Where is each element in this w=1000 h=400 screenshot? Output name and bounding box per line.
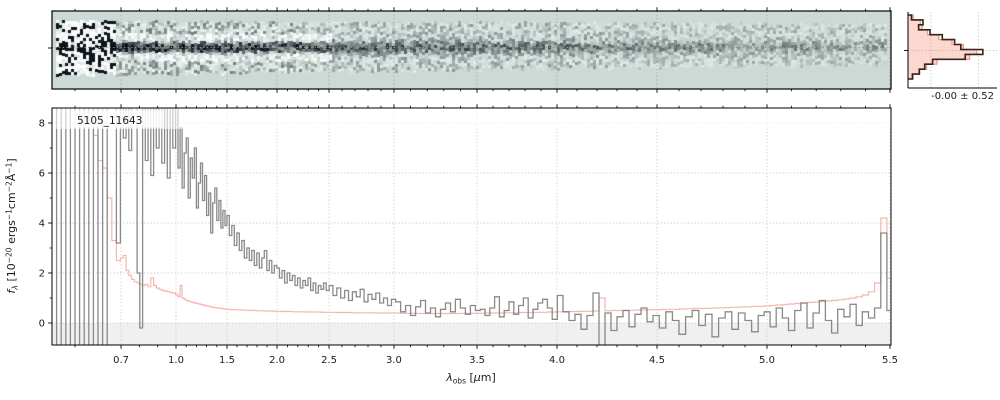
- source-id-label: 5105_11643: [77, 115, 142, 127]
- x-tick-label: 1.5: [219, 355, 235, 366]
- observed-profile-histogram: [908, 14, 984, 80]
- source-id-label-box: [70, 110, 164, 128]
- panel-profile-histogram: [904, 12, 998, 89]
- y-tick-label: 6: [39, 169, 45, 180]
- below-zero-shade: [52, 323, 891, 345]
- x-tick-label: 2.5: [321, 355, 337, 366]
- error-spectrum-line: [92, 108, 890, 315]
- y-tick-label: 4: [39, 219, 45, 230]
- main-axes-box: [51, 107, 892, 346]
- x-tick-label: 2.0: [269, 355, 285, 366]
- flux-spectrum-line: [55, 108, 890, 345]
- panel-2d-overlay: [48, 7, 892, 93]
- axes-box-2d: [51, 10, 892, 90]
- x-tick-label: 3.0: [386, 355, 402, 366]
- top-fade-band: [52, 108, 891, 129]
- x-axis-label: λobs [μm]: [445, 371, 496, 386]
- x-tick-label: 5.5: [882, 355, 898, 366]
- panel-1d-spectrum: 0.7 1.0 1.5 2.0 2.5 3.0 3.5 4.0 4.5 5.0 5.5 0 2 4 6 8: [39, 104, 898, 366]
- x-tick-label: 0.7: [113, 355, 129, 366]
- x-tick-label: 1.0: [168, 355, 184, 366]
- y-tick-label: 2: [39, 269, 45, 280]
- x-tick-label: 3.5: [469, 355, 485, 366]
- x-tick-label: 4.5: [649, 355, 665, 366]
- profile-fit-annotation: -0.00 ± 0.52: [931, 91, 994, 102]
- y-axis-label: fλ [10−20 ergs−1cm−2Å−1]: [5, 158, 20, 293]
- y-tick-label: 0: [39, 319, 45, 330]
- data-lines: [55, 108, 890, 345]
- y-tick-label: 8: [39, 119, 45, 130]
- spectrum-2d-image: [52, 11, 891, 89]
- x-tick-label: 4.0: [549, 355, 565, 366]
- x-tick-label: 5.0: [759, 355, 775, 366]
